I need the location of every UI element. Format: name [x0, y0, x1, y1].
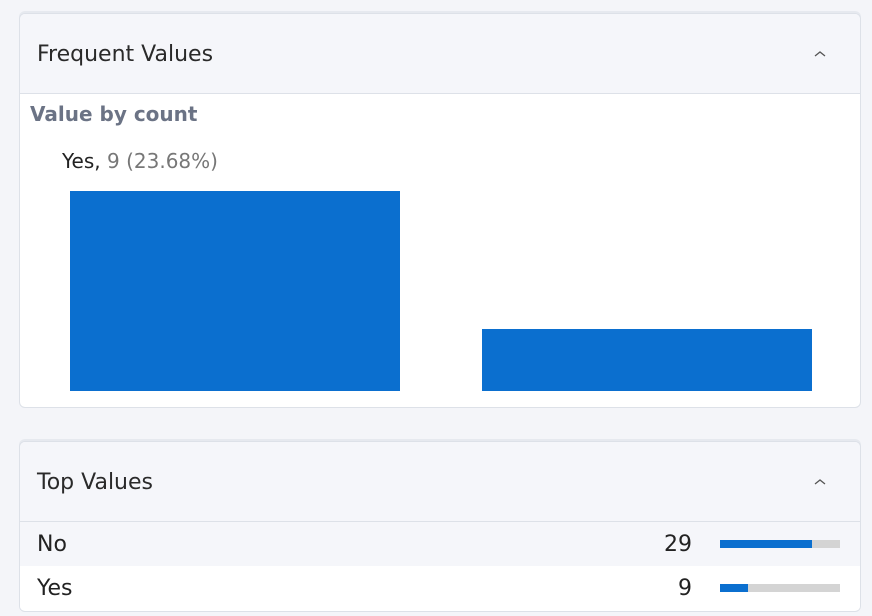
chart-area — [20, 14, 860, 407]
tooltip-detail: 9 (23.68%) — [107, 149, 218, 173]
row-count: 29 — [664, 532, 692, 557]
panel-header[interactable]: Frequent Values — [20, 14, 860, 94]
row-label: No — [37, 532, 67, 557]
bar — [70, 191, 400, 391]
bar-fill — [720, 584, 749, 592]
tooltip-label: Yes, — [62, 149, 101, 173]
collapse-icon[interactable] — [814, 478, 826, 486]
row-count: 9 — [678, 576, 692, 601]
value-row: No 29 — [20, 522, 860, 566]
value-row: Yes 9 — [20, 566, 860, 610]
bar-track — [720, 584, 840, 592]
panel-title: Frequent Values — [37, 42, 214, 67]
panel-title: Top Values — [37, 470, 153, 495]
bar-track — [720, 540, 840, 548]
chart-title: Value by count — [30, 102, 198, 126]
tooltip: Yes, 9 (23.68%) — [62, 149, 218, 173]
panel-header[interactable]: Top Values — [20, 442, 860, 522]
bar — [482, 328, 812, 391]
frequent-values-panel: Frequent Values Value by count Yes, 9 (2… — [19, 13, 861, 408]
bar-fill — [720, 540, 812, 548]
row-label: Yes — [37, 576, 73, 601]
top-values-panel: Top Values No 29 Yes 9 — [19, 441, 861, 612]
collapse-icon[interactable] — [814, 50, 826, 58]
